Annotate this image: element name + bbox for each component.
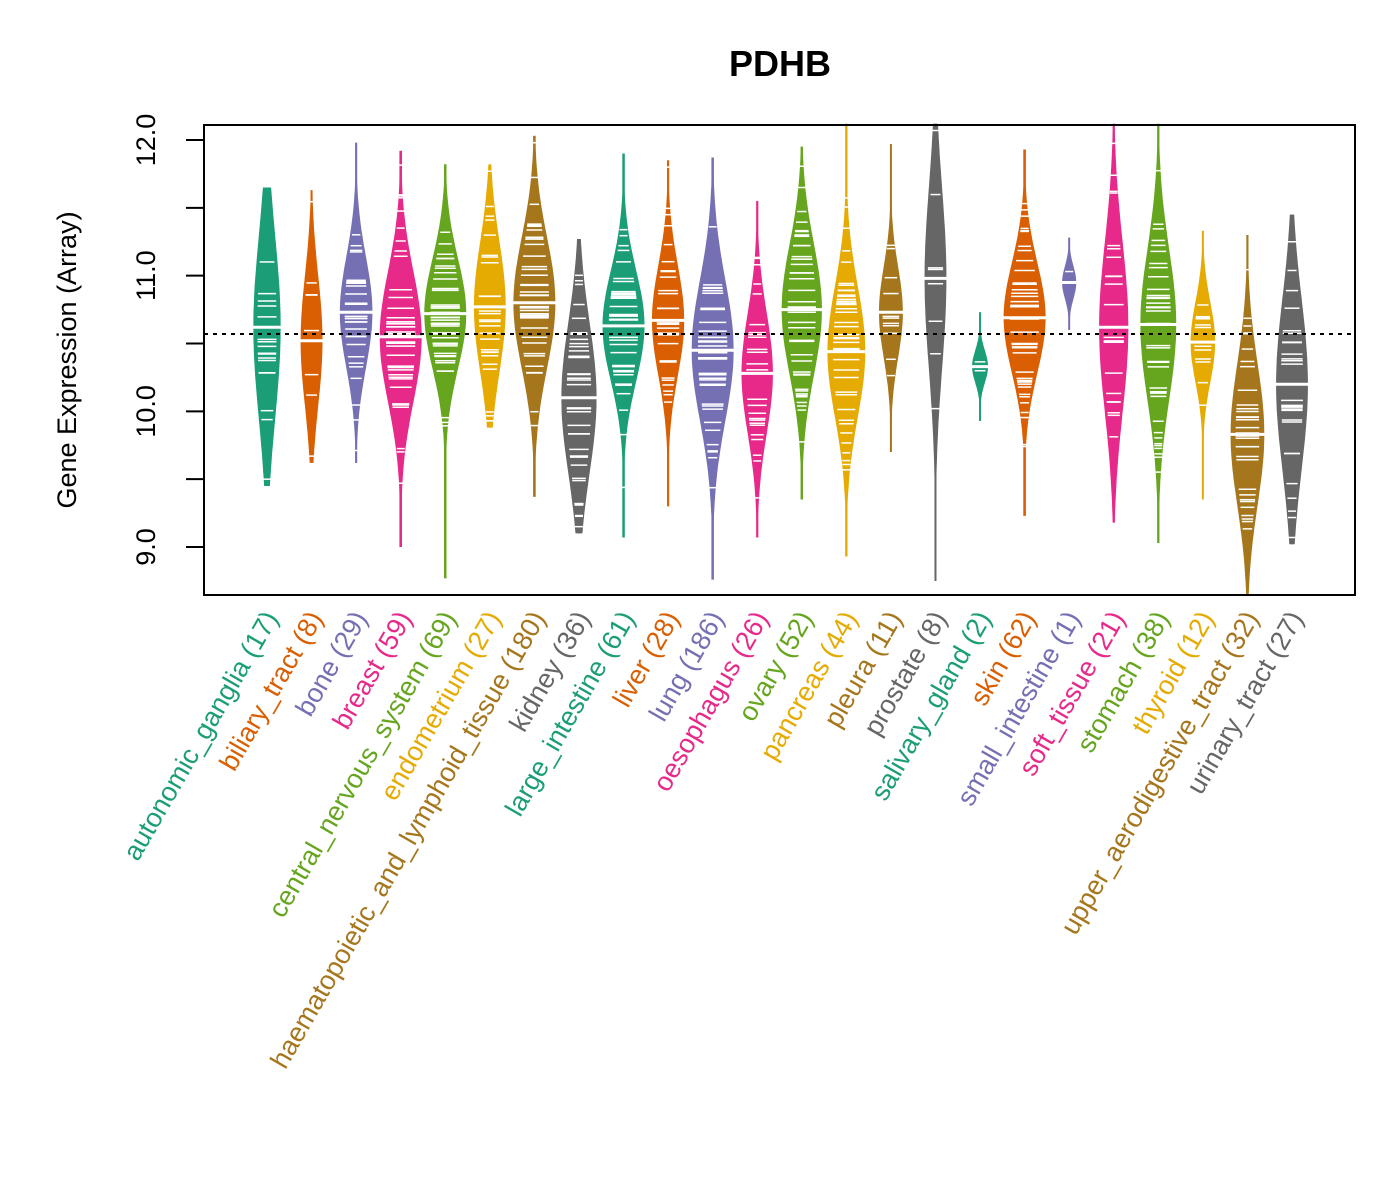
y-tick-label: 10.0 <box>131 385 161 438</box>
plot-frame <box>203 124 1356 596</box>
violin-ovary <box>780 146 823 500</box>
chart-title: PDHB <box>729 43 831 84</box>
violin-bone <box>338 142 374 463</box>
violin-biliary-tract <box>299 190 324 463</box>
violin-pleura <box>877 144 904 453</box>
violin-small-intestine <box>1061 237 1078 330</box>
violin-upper-aerodigestive-tract <box>1229 234 1266 595</box>
y-tick-label: 9.0 <box>131 528 161 566</box>
x-axis-labels: autonomic_ganglia (17)biliary_tract (8)b… <box>117 606 1309 1073</box>
violin-autonomic-ganglia <box>252 187 282 486</box>
y-axis: 9.0 10.0 11.0 12.0 <box>131 114 204 566</box>
violin-oesophagus <box>740 201 774 538</box>
violin-kidney <box>560 239 598 534</box>
violins-group <box>252 123 1309 595</box>
violin-lung <box>690 157 735 580</box>
violin-large-intestine <box>601 153 646 538</box>
violin-thyroid <box>1189 230 1217 500</box>
violin-haematopoietic-and-lymphoid-tissue <box>512 135 557 497</box>
violin-urinary-tract <box>1275 214 1309 545</box>
violin-endometrium <box>472 164 507 428</box>
violin-liver <box>650 160 686 507</box>
violin-pancreas <box>826 123 867 557</box>
violin-prostate <box>923 123 948 581</box>
violin-breast <box>378 150 423 547</box>
violin-skin <box>1002 149 1047 516</box>
violin-soft-tissue <box>1098 123 1130 523</box>
violin-salivary-gland <box>971 312 990 421</box>
y-tick-label: 12.0 <box>131 114 161 167</box>
violin-central-nervous-system <box>423 164 468 579</box>
y-axis-label: Gene Expression (Array) <box>52 211 82 508</box>
y-tick-label: 11.0 <box>131 250 161 301</box>
